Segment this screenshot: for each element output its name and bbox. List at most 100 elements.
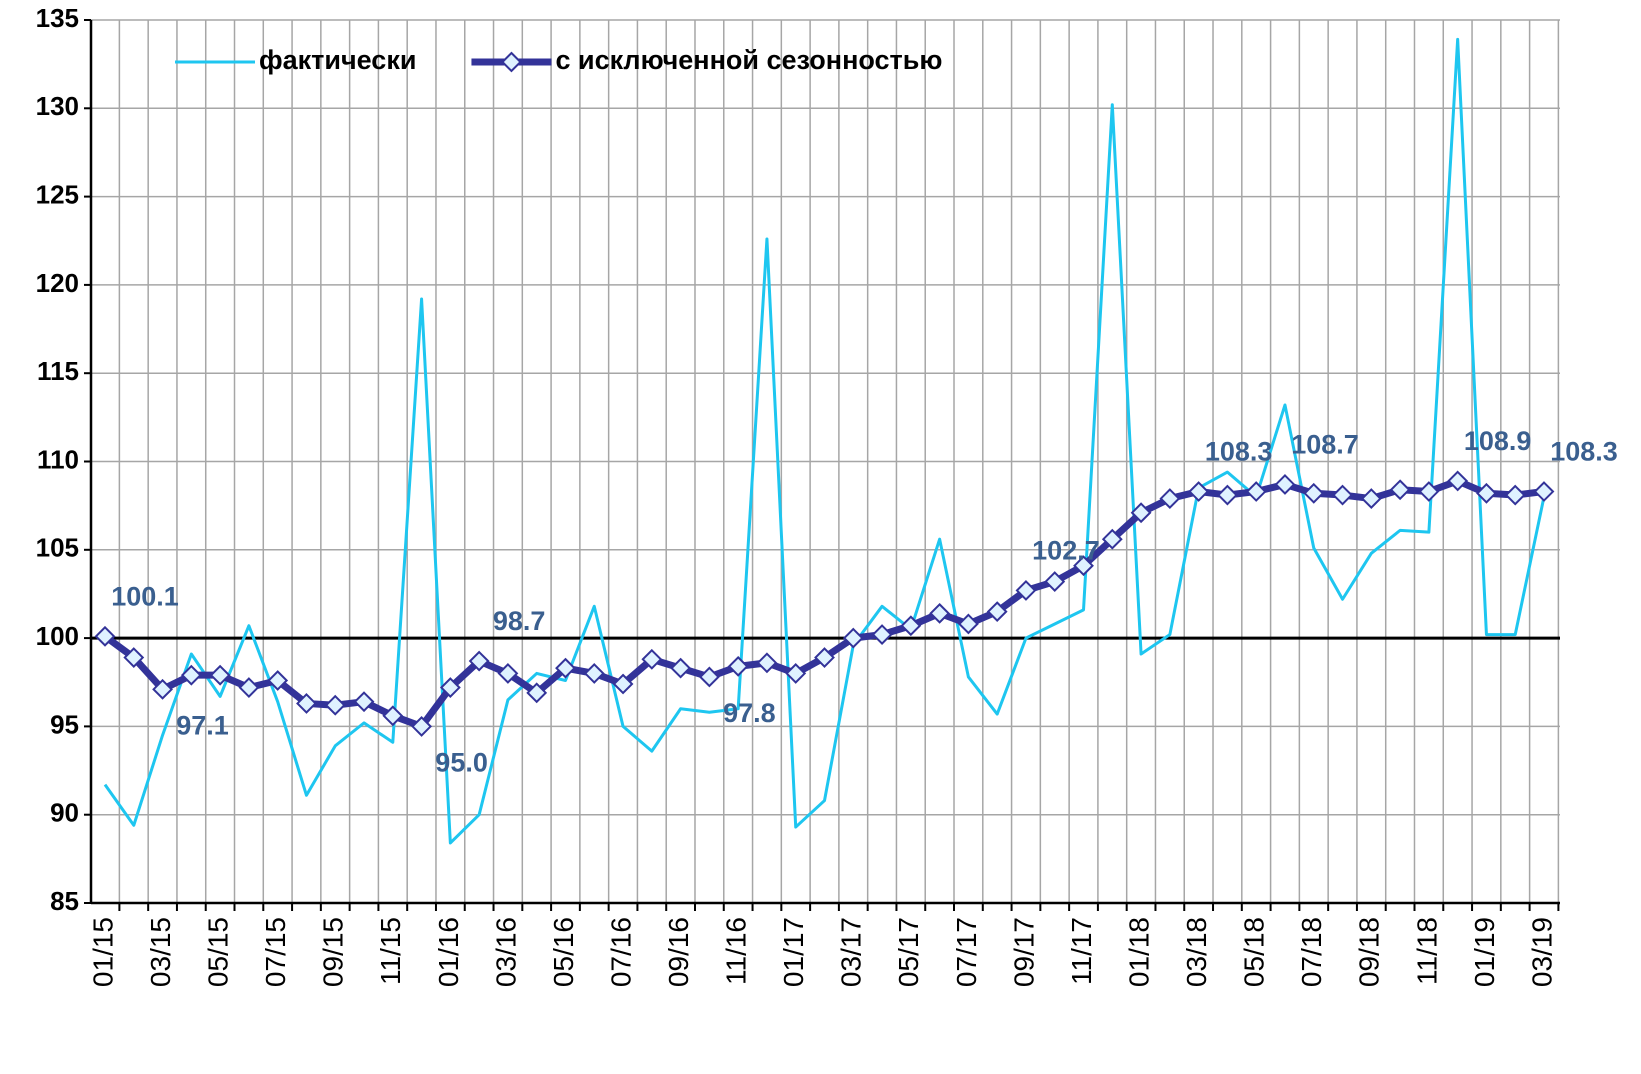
y-tick-label: 135: [36, 3, 79, 33]
legend-label: фактически: [259, 45, 416, 75]
point-marker: [698, 666, 720, 688]
data-label: 98.7: [493, 606, 546, 636]
point-marker: [1360, 488, 1382, 510]
y-tick-label: 105: [36, 533, 79, 563]
point-marker: [1015, 580, 1037, 601]
point-marker: [929, 602, 951, 624]
x-tick-label: 09/17: [1008, 917, 1039, 987]
point-marker: [497, 663, 519, 684]
point-marker: [871, 624, 893, 645]
y-tick-label: 115: [37, 356, 79, 386]
point-marker: [727, 655, 749, 677]
data-label: 108.3: [1205, 437, 1273, 467]
point-marker: [353, 691, 375, 713]
legend-label: с исключенной сезонностью: [555, 45, 942, 75]
x-tick-label: 05/17: [893, 917, 924, 987]
point-marker: [1044, 571, 1066, 593]
point-marker: [1504, 484, 1526, 506]
y-tick-label: 120: [36, 268, 79, 298]
point-marker: [526, 682, 548, 704]
point-marker: [1101, 528, 1123, 550]
y-tick-label: 130: [36, 91, 79, 121]
x-tick-label: 07/15: [260, 917, 291, 987]
point-marker: [555, 657, 576, 679]
point-marker: [468, 650, 490, 672]
y-tick-label: 90: [50, 798, 79, 828]
point-marker: [296, 693, 317, 714]
point-marker: [1303, 482, 1325, 504]
point-marker: [900, 615, 922, 637]
series-line: [103, 37, 1546, 845]
x-tick-label: 01/19: [1469, 917, 1500, 987]
x-tick-label: 01/18: [1123, 917, 1154, 987]
point-marker: [411, 715, 432, 737]
point-marker: [785, 663, 807, 684]
point-marker: [1332, 484, 1353, 506]
point-marker: [1188, 481, 1210, 502]
point-marker: [986, 601, 1008, 623]
point-marker: [1447, 470, 1469, 492]
y-tick-label: 110: [37, 444, 79, 474]
legend-marker: [501, 51, 522, 73]
point-marker: [1476, 482, 1497, 504]
y-tick-label: 125: [36, 179, 79, 209]
x-tick-label: 07/18: [1296, 917, 1327, 987]
x-tick-label: 05/15: [203, 917, 234, 987]
data-label: 108.3: [1550, 437, 1618, 467]
data-label: 108.9: [1464, 426, 1532, 456]
data-label: 97.8: [723, 698, 776, 728]
point-marker: [267, 670, 289, 691]
x-tick-label: 05/18: [1239, 917, 1270, 987]
x-tick-label: 03/15: [145, 917, 176, 987]
point-marker: [1245, 481, 1267, 502]
point-marker: [814, 647, 835, 668]
legend-item: с исключенной сезонностью: [471, 45, 942, 75]
x-tick-label: 03/19: [1526, 917, 1557, 987]
x-tick-label: 01/15: [87, 917, 118, 987]
x-tick-label: 09/15: [318, 917, 349, 987]
point-marker: [439, 677, 461, 698]
data-label: 97.1: [176, 710, 229, 740]
point-marker: [94, 625, 116, 647]
point-marker: [1217, 484, 1238, 506]
x-tick-label: 09/18: [1354, 917, 1385, 987]
x-tick-label: 03/17: [836, 917, 867, 987]
x-tick-label: 07/17: [951, 917, 982, 987]
data-label: 100.1: [111, 581, 179, 611]
data-label: 102.7: [1032, 536, 1100, 566]
point-marker: [1389, 479, 1411, 501]
point-marker: [957, 613, 979, 635]
point-marker: [1418, 481, 1440, 502]
point-marker: [1274, 474, 1296, 495]
point-marker: [382, 705, 404, 727]
point-marker: [1533, 481, 1555, 502]
data-label: 95.0: [435, 748, 488, 778]
point-marker: [180, 664, 202, 686]
x-tick-label: 07/16: [605, 917, 636, 987]
legend-item: фактически: [175, 45, 416, 75]
point-marker: [583, 663, 605, 684]
point-marker: [1159, 488, 1181, 510]
point-marker: [1130, 502, 1152, 524]
point-marker: [756, 652, 778, 674]
x-tick-label: 11/15: [375, 917, 406, 985]
x-tick-label: 03/16: [490, 917, 521, 987]
x-tick-label: 01/16: [433, 917, 464, 987]
point-marker: [641, 648, 663, 670]
y-tick-label: 100: [36, 621, 79, 651]
x-tick-label: 05/16: [548, 917, 579, 987]
point-marker: [670, 657, 692, 679]
y-tick-label: 85: [50, 886, 79, 916]
data-label: 108.7: [1291, 430, 1359, 460]
y-tick-label: 95: [50, 709, 79, 739]
point-marker: [123, 647, 145, 668]
point-marker: [1073, 555, 1094, 577]
point-marker: [324, 694, 346, 716]
point-marker: [238, 677, 260, 698]
point-marker: [612, 673, 634, 695]
x-tick-label: 11/16: [721, 917, 752, 985]
point-marker: [152, 678, 173, 700]
point-marker: [209, 664, 231, 686]
x-tick-label: 01/17: [778, 917, 809, 987]
